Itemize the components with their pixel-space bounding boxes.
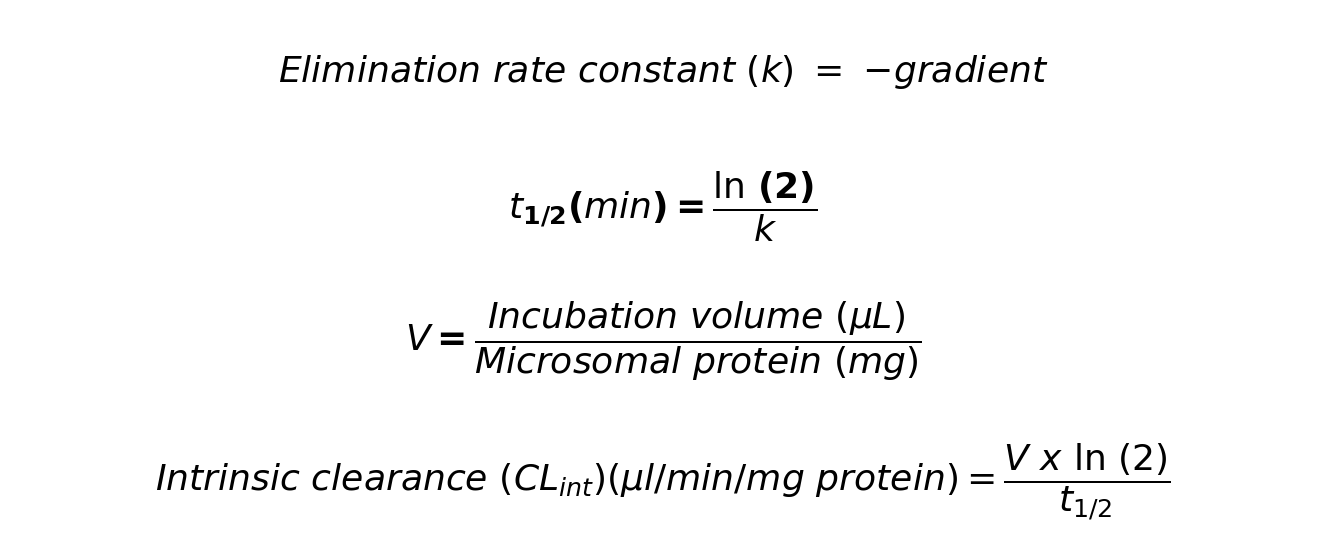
- Text: $\mathbf{\mathit{V} = \dfrac{\mathit{Incubation\ volume\ (\mu L)}}{\mathit{Micro: $\mathbf{\mathit{V} = \dfrac{\mathit{Inc…: [404, 300, 922, 383]
- Text: $\mathbf{\mathit{Intrinsic\ clearance\ (CL_{int})(\mu l/min/mg\ protein) = \dfra: $\mathbf{\mathit{Intrinsic\ clearance\ (…: [155, 442, 1171, 522]
- Text: $\mathbf{\mathit{Elimination\ rate\ constant\ (k)\ =\ {-}gradient}}$: $\mathbf{\mathit{Elimination\ rate\ cons…: [277, 53, 1049, 91]
- Text: $\mathbf{\mathit{t}}_{\mathbf{1/2}}\mathbf{(\mathit{min}) = \dfrac{\ln\,(2)}{\ma: $\mathbf{\mathit{t}}_{\mathbf{1/2}}\math…: [508, 170, 818, 244]
